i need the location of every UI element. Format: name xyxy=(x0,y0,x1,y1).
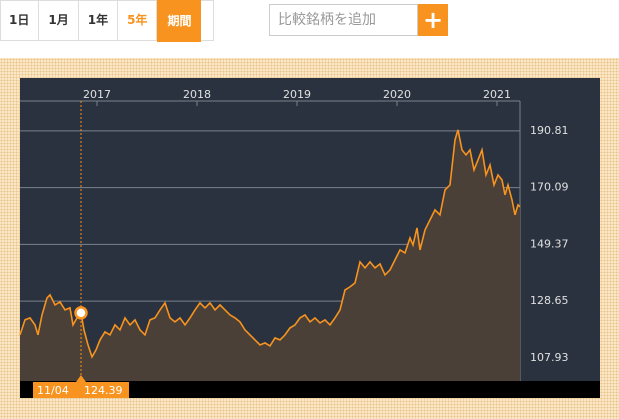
x-tick-label: 2020 xyxy=(383,88,411,101)
range-button[interactable]: 5年 xyxy=(118,0,158,40)
range-button[interactable]: 1日 xyxy=(0,0,40,40)
range-buttons: 1日 1月 1年 5年 期間 xyxy=(0,0,202,42)
x-tick-label: 2021 xyxy=(483,88,511,101)
crosshair-label-box xyxy=(33,382,129,398)
price-line xyxy=(19,129,521,359)
y-tick-label: 190.81 xyxy=(530,124,569,137)
y-tick-label: 170.09 xyxy=(530,181,569,194)
y-tick-label: 128.65 xyxy=(530,294,569,307)
x-tick-label: 2019 xyxy=(283,88,311,101)
crosshair-date: 11/04 xyxy=(37,384,69,397)
compare-input[interactable]: 比較銘柄を追加 xyxy=(269,4,418,36)
add-button[interactable]: + xyxy=(418,4,448,36)
range-toolbar xyxy=(0,0,214,41)
y-tick-label: 149.37 xyxy=(530,237,569,250)
crosshair-value: 124.39 xyxy=(84,384,123,397)
crosshair-point xyxy=(74,306,88,320)
x-bar xyxy=(20,381,600,398)
y-tick-label: 107.93 xyxy=(530,351,569,364)
range-button[interactable]: 1年 xyxy=(79,0,119,40)
custom-range-button[interactable]: 期間 xyxy=(157,0,202,42)
x-tick-label: 2018 xyxy=(183,88,211,101)
x-tick-label: 2017 xyxy=(83,88,111,101)
range-button[interactable]: 1月 xyxy=(39,0,79,40)
crosshair-pointer xyxy=(76,375,86,382)
area xyxy=(20,129,520,381)
